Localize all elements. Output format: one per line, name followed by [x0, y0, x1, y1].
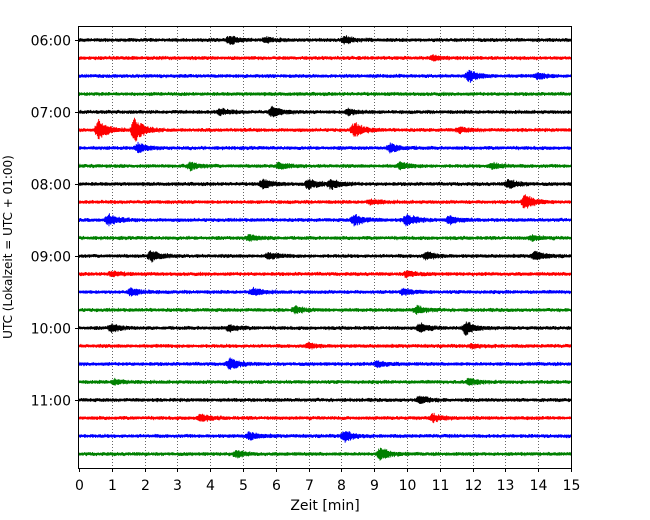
- y-tick-label-0900: 09:00: [31, 250, 71, 266]
- x-tick-label-8: 8: [337, 478, 346, 494]
- trace-0600: [78, 35, 572, 45]
- y-tick-label-0800: 08:00: [31, 178, 71, 194]
- trace-0930: [78, 286, 572, 297]
- x-tick-label-12: 12: [465, 478, 483, 494]
- x-tick-label-2: 2: [141, 478, 150, 494]
- x-tick-label-6: 6: [272, 478, 281, 494]
- trace-0745: [78, 161, 572, 172]
- trace-0815: [78, 194, 572, 209]
- trace-1130: [78, 431, 572, 443]
- trace-0700: [78, 105, 572, 118]
- x-tick-label-13: 13: [497, 478, 515, 494]
- trace-0630: [78, 69, 572, 83]
- x-tick-label-15: 15: [563, 478, 581, 494]
- trace-0845: [78, 234, 572, 242]
- trace-1145: [78, 447, 572, 461]
- trace-1100: [78, 395, 572, 404]
- x-tick-label-9: 9: [370, 478, 379, 494]
- y-tick-label-0700: 07:00: [31, 106, 71, 122]
- y-axis-label: UTC (Lokalzeit = UTC + 01:00): [1, 155, 15, 339]
- x-tick-label-1: 1: [108, 478, 117, 494]
- x-tick-label-14: 14: [530, 478, 548, 494]
- trace-1000: [78, 321, 572, 336]
- x-tick-label-0: 0: [75, 478, 84, 494]
- x-tick-label-3: 3: [173, 478, 182, 494]
- trace-0915: [78, 270, 572, 279]
- trace-1015: [78, 341, 572, 350]
- trace-0645: [78, 91, 572, 97]
- trace-0830: [78, 213, 572, 227]
- trace-1030: [78, 357, 572, 370]
- seismic-traces: [78, 35, 572, 461]
- y-axis-ticks: 06:00 07:00 08:00 09:00 10:00 11:00: [31, 34, 79, 410]
- trace-0730: [78, 141, 572, 154]
- x-tick-label-10: 10: [399, 478, 417, 494]
- x-tick-label-4: 4: [206, 478, 215, 494]
- trace-1115: [78, 412, 572, 424]
- y-tick-label-0600: 06:00: [31, 34, 71, 50]
- x-tick-label-5: 5: [239, 478, 248, 494]
- plot-frame: [78, 26, 572, 469]
- trace-0715: [78, 117, 572, 142]
- trace-0945: [78, 304, 572, 315]
- trace-0615: [78, 54, 572, 62]
- trace-0800: [78, 178, 572, 191]
- trace-0900: [78, 250, 572, 263]
- trace-1045: [78, 377, 572, 386]
- x-tick-label-11: 11: [432, 478, 450, 494]
- y-tick-label-1100: 11:00: [31, 394, 71, 410]
- x-axis-ticks: 0 1 2 3 4 5 6 7 8 9 10 11 12 13 14 15: [75, 468, 580, 494]
- x-tick-label-7: 7: [305, 478, 314, 494]
- y-tick-label-1000: 10:00: [31, 322, 71, 338]
- x-axis-label: Zeit [min]: [290, 498, 359, 514]
